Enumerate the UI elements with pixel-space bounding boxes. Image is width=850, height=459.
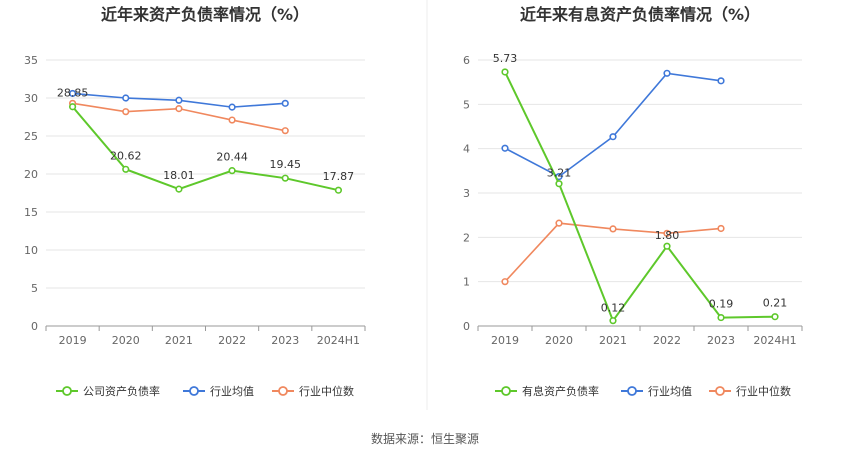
y-tick-label: 3 <box>463 187 470 200</box>
data-point <box>555 219 563 227</box>
legend-item: 行业中位数 <box>272 384 354 398</box>
chart-2: 近年来有息资产负债率情况（%） 0 1 2 3 4 5 6 2019 2020 2021 2022 20… <box>463 5 803 398</box>
data-label: 1.80 <box>655 229 680 242</box>
data-point <box>609 225 617 233</box>
legend-item: 公司资产负债率 <box>56 384 160 398</box>
data-point <box>717 313 725 322</box>
data-label: 0.12 <box>601 302 626 315</box>
data-point <box>175 105 183 113</box>
data-point <box>609 133 617 141</box>
y-tick-label: 0 <box>463 320 470 333</box>
series-line-1 <box>504 71 776 323</box>
legend-swatch-marker <box>715 386 725 396</box>
data-point <box>228 116 236 124</box>
series-line-1 <box>71 106 339 192</box>
data-point <box>122 108 130 116</box>
x-tick-label: 2021 <box>165 334 193 347</box>
y-tick-label: 2 <box>463 231 470 244</box>
y-tick-label: 5 <box>31 282 38 295</box>
data-point <box>122 165 130 173</box>
legend-swatch-marker <box>62 386 72 396</box>
data-point <box>555 180 563 188</box>
y-tick-label: 6 <box>463 54 470 67</box>
data-point <box>281 99 289 107</box>
data-point <box>771 313 779 321</box>
chart-title: 近年来资产负债率情况（%） <box>101 5 309 24</box>
legend-swatch-marker <box>501 386 511 396</box>
data-point <box>501 278 509 286</box>
data-label: 0.19 <box>709 298 734 311</box>
y-tick-label: 5 <box>463 98 470 111</box>
data-point <box>663 69 671 77</box>
data-point <box>281 127 289 135</box>
data-label: 28.85 <box>57 87 89 100</box>
source-note: 数据来源：恒生聚源 <box>370 432 479 446</box>
x-tick-label: 2022 <box>653 334 681 347</box>
y-tick-label: 25 <box>24 130 38 143</box>
data-label: 19.45 <box>270 158 302 171</box>
legend-label: 公司资产负债率 <box>83 384 160 398</box>
data-label: 5.73 <box>493 52 518 65</box>
data-point <box>717 77 725 85</box>
chart-1: 近年来资产负债率情况（%） 0 5 10 15 20 25 30 35 2019 2020 2021 2… <box>24 5 366 398</box>
x-tick-label: 2023 <box>707 334 735 347</box>
y-tick-label: 0 <box>31 320 38 333</box>
data-point <box>175 185 183 193</box>
data-point <box>663 229 671 237</box>
legend-label: 行业中位数 <box>299 384 354 398</box>
y-tick-label: 20 <box>24 168 38 181</box>
x-tick-label: 2019 <box>491 334 519 347</box>
data-point <box>501 144 509 152</box>
data-point <box>68 103 77 111</box>
chart-title: 近年来有息资产负债率情况（%） <box>520 5 760 24</box>
data-point <box>228 103 236 111</box>
legend-item: 行业中位数 <box>709 384 791 398</box>
data-point <box>122 94 130 102</box>
legend-item: 有息资产负债率 <box>495 384 599 398</box>
x-tick-label: 2024H1 <box>753 334 796 347</box>
data-point <box>717 224 725 233</box>
data-point <box>501 68 509 76</box>
y-tick-label: 1 <box>463 276 470 289</box>
y-tick-label: 10 <box>24 244 38 257</box>
legend-swatch-marker <box>278 386 288 396</box>
series-line-2 <box>504 72 722 178</box>
y-tick-label: 4 <box>463 143 470 156</box>
data-point <box>334 186 343 194</box>
data-label: 0.21 <box>763 297 788 310</box>
legend-label: 行业均值 <box>648 385 692 398</box>
x-tick-label: 2020 <box>112 334 140 347</box>
data-point <box>663 242 671 250</box>
y-tick-label: 15 <box>24 206 38 219</box>
data-label: 18.01 <box>163 169 195 182</box>
legend-label: 行业中位数 <box>736 384 791 398</box>
legend-item: 行业均值 <box>183 385 254 398</box>
data-label: 20.44 <box>216 151 248 164</box>
data-label: 20.62 <box>110 149 142 162</box>
legend-item: 行业均值 <box>621 385 692 398</box>
data-label: 17.87 <box>323 170 355 183</box>
x-tick-label: 2020 <box>545 334 573 347</box>
data-point <box>68 89 77 98</box>
y-tick-label: 35 <box>24 54 38 67</box>
data-point <box>609 317 617 325</box>
legend-swatch-marker <box>627 386 637 396</box>
legend-label: 行业均值 <box>210 385 254 398</box>
data-point <box>281 174 289 182</box>
legend-swatch-marker <box>189 386 199 396</box>
x-tick-label: 2023 <box>271 334 299 347</box>
x-tick-label: 2019 <box>59 334 87 347</box>
x-tick-label: 2021 <box>599 334 627 347</box>
data-point <box>228 167 236 175</box>
legend-label: 有息资产负债率 <box>522 384 599 398</box>
data-point <box>175 96 183 104</box>
x-tick-label: 2024H1 <box>317 334 360 347</box>
y-tick-label: 30 <box>24 92 38 105</box>
x-tick-label: 2022 <box>218 334 246 347</box>
data-label: 3.21 <box>547 167 572 180</box>
